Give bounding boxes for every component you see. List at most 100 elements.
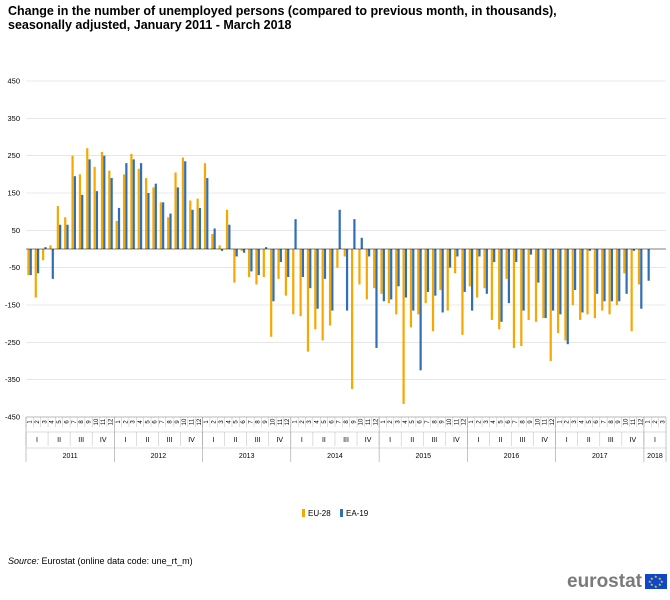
x-tick-label-month: 10 <box>447 418 453 425</box>
bar-ea-19 <box>500 249 503 322</box>
bar-eu-28 <box>527 249 530 320</box>
x-tick-label-month: 8 <box>609 420 615 424</box>
bar-ea-19 <box>206 178 209 249</box>
bar-ea-19 <box>242 249 246 253</box>
y-tick-label: -50 <box>9 263 20 272</box>
bar-eu-28 <box>203 163 207 249</box>
x-tick-label-month: 8 <box>344 420 350 424</box>
x-tick-label-month: 5 <box>234 420 240 424</box>
bar-ea-19 <box>257 249 260 276</box>
bar-eu-28 <box>358 249 361 285</box>
x-tick-label-month: 4 <box>315 420 321 424</box>
bar-ea-19 <box>559 249 562 315</box>
x-tick-label-month: 9 <box>616 420 622 424</box>
x-tick-label-month: 1 <box>116 420 122 424</box>
x-tick-label-month: 10 <box>270 418 276 425</box>
bar-eu-28 <box>181 157 185 249</box>
bar-ea-19 <box>154 183 157 249</box>
x-tick-label-month: 11 <box>101 418 107 425</box>
x-tick-label-quarter: III <box>167 437 173 444</box>
bar-eu-28 <box>152 187 155 249</box>
x-tick-label-month: 1 <box>557 420 563 424</box>
bar-ea-19 <box>147 193 150 249</box>
x-tick-label-quarter: IV <box>453 437 460 444</box>
bar-eu-28 <box>453 249 457 274</box>
x-tick-label-month: 10 <box>94 418 100 425</box>
y-tick-label: 450 <box>7 77 20 86</box>
x-tick-label-month: 7 <box>248 420 254 424</box>
bar-ea-19 <box>213 228 216 249</box>
bar-ea-19 <box>88 159 91 249</box>
bar-eu-28 <box>108 170 111 249</box>
bar-ea-19 <box>184 161 187 249</box>
bar-ea-19 <box>309 249 312 289</box>
bar-eu-28 <box>365 249 368 300</box>
x-tick-label-month: 12 <box>550 418 556 425</box>
x-tick-label-quarter: I <box>477 437 479 444</box>
x-tick-label-month: 6 <box>329 420 335 424</box>
x-tick-label-month: 8 <box>256 420 262 424</box>
bar-eu-28 <box>56 206 59 249</box>
x-tick-label-month: 2 <box>123 420 129 424</box>
bar-eu-28 <box>417 249 420 315</box>
bar-ea-19 <box>162 202 165 249</box>
bar-eu-28 <box>145 178 148 249</box>
bar-ea-19 <box>493 249 496 263</box>
x-tick-label-month: 8 <box>167 420 173 424</box>
y-tick-label: -350 <box>5 375 20 384</box>
bar-ea-19 <box>581 249 584 313</box>
x-tick-label-year: 2018 <box>647 453 663 460</box>
bar-eu-28 <box>64 217 67 249</box>
x-tick-label-month: 10 <box>535 418 541 425</box>
bar-eu-28 <box>608 249 611 315</box>
x-tick-label-month: 3 <box>660 420 666 424</box>
bar-ea-19 <box>647 249 650 281</box>
x-tick-label-month: 12 <box>285 418 291 425</box>
bar-ea-19 <box>66 224 69 249</box>
x-tick-label-month: 2 <box>565 420 571 424</box>
bar-ea-19 <box>279 249 282 263</box>
x-tick-label-month: 11 <box>543 418 549 425</box>
x-tick-label-month: 2 <box>388 420 394 424</box>
x-tick-label-month: 3 <box>42 420 48 424</box>
x-tick-label-quarter: IV <box>188 437 195 444</box>
bar-eu-28 <box>402 249 405 404</box>
y-tick-label: 150 <box>7 189 20 198</box>
bar-eu-28 <box>446 249 449 311</box>
bar-ea-19 <box>551 249 555 311</box>
x-tick-label-month: 9 <box>87 420 93 424</box>
bar-eu-28 <box>218 245 221 249</box>
bar-ea-19 <box>51 249 54 279</box>
x-tick-label-month: 6 <box>594 420 600 424</box>
bar-eu-28 <box>593 249 596 319</box>
bar-eu-28 <box>248 249 251 277</box>
x-tick-label-quarter: II <box>410 437 414 444</box>
x-tick-label-month: 1 <box>293 420 299 424</box>
x-tick-label-quarter: II <box>234 437 238 444</box>
x-tick-label-year: 2013 <box>239 453 255 460</box>
bar-eu-28 <box>542 249 545 319</box>
bar-ea-19 <box>323 249 327 279</box>
bar-eu-28 <box>34 249 37 298</box>
x-tick-label-quarter: II <box>499 437 503 444</box>
bar-eu-28 <box>262 249 265 277</box>
x-tick-label-month: 3 <box>484 420 490 424</box>
bar-eu-28 <box>240 249 243 251</box>
x-tick-label-month: 4 <box>226 420 232 424</box>
legend-swatch <box>340 509 343 517</box>
legend-label: EA-19 <box>346 509 369 518</box>
bar-ea-19 <box>448 249 452 268</box>
bar-eu-28 <box>270 249 273 337</box>
bar-eu-28 <box>167 217 170 249</box>
x-tick-label-month: 4 <box>138 420 144 424</box>
bar-ea-19 <box>529 249 533 255</box>
bar-ea-19 <box>397 249 400 287</box>
bar-eu-28 <box>637 249 641 285</box>
bar-eu-28 <box>380 249 383 294</box>
bar-eu-28 <box>505 249 508 279</box>
bar-eu-28 <box>233 249 236 283</box>
x-tick-label-quarter: IV <box>365 437 372 444</box>
bar-ea-19 <box>632 249 636 251</box>
bar-ea-19 <box>228 224 231 249</box>
bar-eu-28 <box>579 249 582 320</box>
